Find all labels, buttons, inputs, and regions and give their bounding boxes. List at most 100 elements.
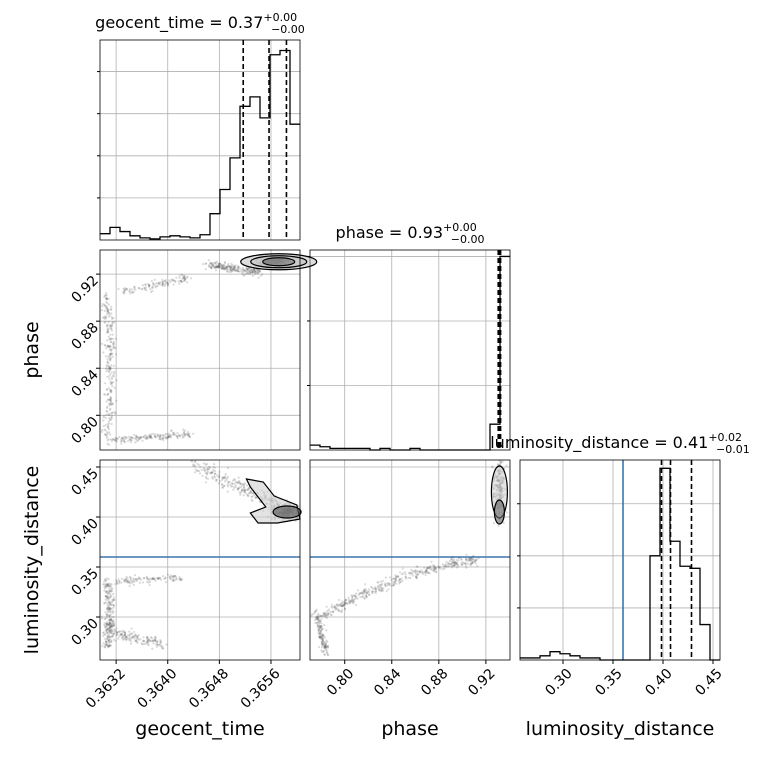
scatter-point <box>105 640 108 643</box>
scatter-point <box>137 438 140 441</box>
scatter-point <box>104 625 107 629</box>
scatter-point <box>505 511 508 514</box>
scatter-point <box>123 440 126 443</box>
scatter-point <box>112 604 115 607</box>
scatter-point <box>147 640 150 643</box>
scatter-point <box>387 582 390 585</box>
scatter-point <box>317 631 320 634</box>
scatter-point <box>171 433 174 436</box>
scatter-point <box>204 463 207 466</box>
scatter-point <box>239 493 242 496</box>
scatter-point <box>178 433 181 436</box>
scatter-point <box>258 270 261 273</box>
scatter-point <box>138 577 141 580</box>
scatter-point <box>425 569 428 572</box>
scatter-point <box>148 577 152 580</box>
scatter-point <box>319 624 322 628</box>
scatter-point <box>426 567 429 570</box>
scatter-point <box>401 579 404 583</box>
scatter-point <box>236 266 240 269</box>
scatter-point <box>246 268 249 271</box>
scatter-point <box>108 626 111 629</box>
x-axis-label: luminosity_distance <box>526 718 715 740</box>
scatter-point <box>152 432 155 435</box>
scatter-point <box>351 599 354 602</box>
scatter-point <box>107 597 111 600</box>
scatter-point <box>107 297 110 301</box>
scatter-point <box>152 642 155 645</box>
scatter-point <box>109 407 112 410</box>
scatter-point <box>243 490 247 493</box>
scatter-point <box>143 434 146 437</box>
scatter-point <box>126 579 130 582</box>
scatter-point <box>235 481 239 484</box>
scatter-point <box>133 580 136 583</box>
scatter-point <box>105 347 108 350</box>
scatter-point <box>354 595 357 598</box>
scatter-point <box>123 435 126 438</box>
scatter-point <box>107 355 110 358</box>
scatter-point <box>175 576 178 580</box>
scatter-point <box>110 341 113 344</box>
scatter-point <box>105 590 108 593</box>
scatter-point <box>102 642 105 645</box>
scatter-point <box>106 302 109 305</box>
scatter-point <box>108 630 111 633</box>
scatter-point <box>113 598 116 601</box>
scatter-point <box>135 639 138 642</box>
scatter-point <box>319 620 322 623</box>
scatter-point <box>114 639 117 642</box>
scatter-point <box>110 381 114 384</box>
scatter-point <box>112 604 115 607</box>
scatter-point <box>315 616 318 619</box>
scatter-point <box>107 638 110 641</box>
scatter-point <box>107 645 110 648</box>
scatter-point <box>102 631 105 634</box>
density-contour <box>493 499 506 525</box>
scatter-point <box>147 638 150 642</box>
scatter-point <box>110 587 113 590</box>
scatter-point <box>112 615 115 619</box>
scatter-point <box>117 637 120 640</box>
scatter-point <box>111 402 115 405</box>
scatter-point <box>233 478 236 481</box>
scatter-point <box>109 433 112 436</box>
scatter-point <box>111 323 114 326</box>
scatter-point <box>249 491 252 494</box>
scatter-point <box>222 476 225 480</box>
scatter-point <box>399 580 402 584</box>
scatter-point <box>426 566 429 570</box>
scatter-point <box>221 264 224 267</box>
scatter-point <box>105 591 108 594</box>
scatter-point <box>107 597 110 600</box>
scatter-point <box>353 600 356 603</box>
scatter-point <box>121 437 124 440</box>
scatter-point <box>451 561 455 565</box>
scatter-point <box>372 587 375 590</box>
scatter-point <box>241 272 244 275</box>
scatter-point <box>106 309 109 313</box>
scatter-point <box>117 287 120 291</box>
scatter-point <box>323 653 326 656</box>
scatter-point <box>138 581 141 585</box>
scatter-point <box>107 615 110 618</box>
scatter-point <box>150 639 153 642</box>
scatter-point <box>168 577 171 580</box>
scatter-point <box>360 591 363 595</box>
scatter-point <box>107 627 111 630</box>
scatter-point <box>221 267 224 270</box>
scatter-point <box>247 272 250 275</box>
scatter-point <box>107 595 110 598</box>
scatter-point <box>207 468 211 471</box>
scatter-point <box>111 609 114 613</box>
scatter-point <box>106 597 109 600</box>
scatter-point <box>106 323 109 326</box>
scatter-point <box>432 565 436 568</box>
scatter-point <box>106 608 109 611</box>
scatter-point <box>108 636 111 639</box>
scatter-point <box>150 636 153 639</box>
scatter-point <box>340 602 343 606</box>
scatter-point <box>166 573 169 576</box>
scatter-point <box>130 627 133 630</box>
scatter-point <box>108 587 111 590</box>
